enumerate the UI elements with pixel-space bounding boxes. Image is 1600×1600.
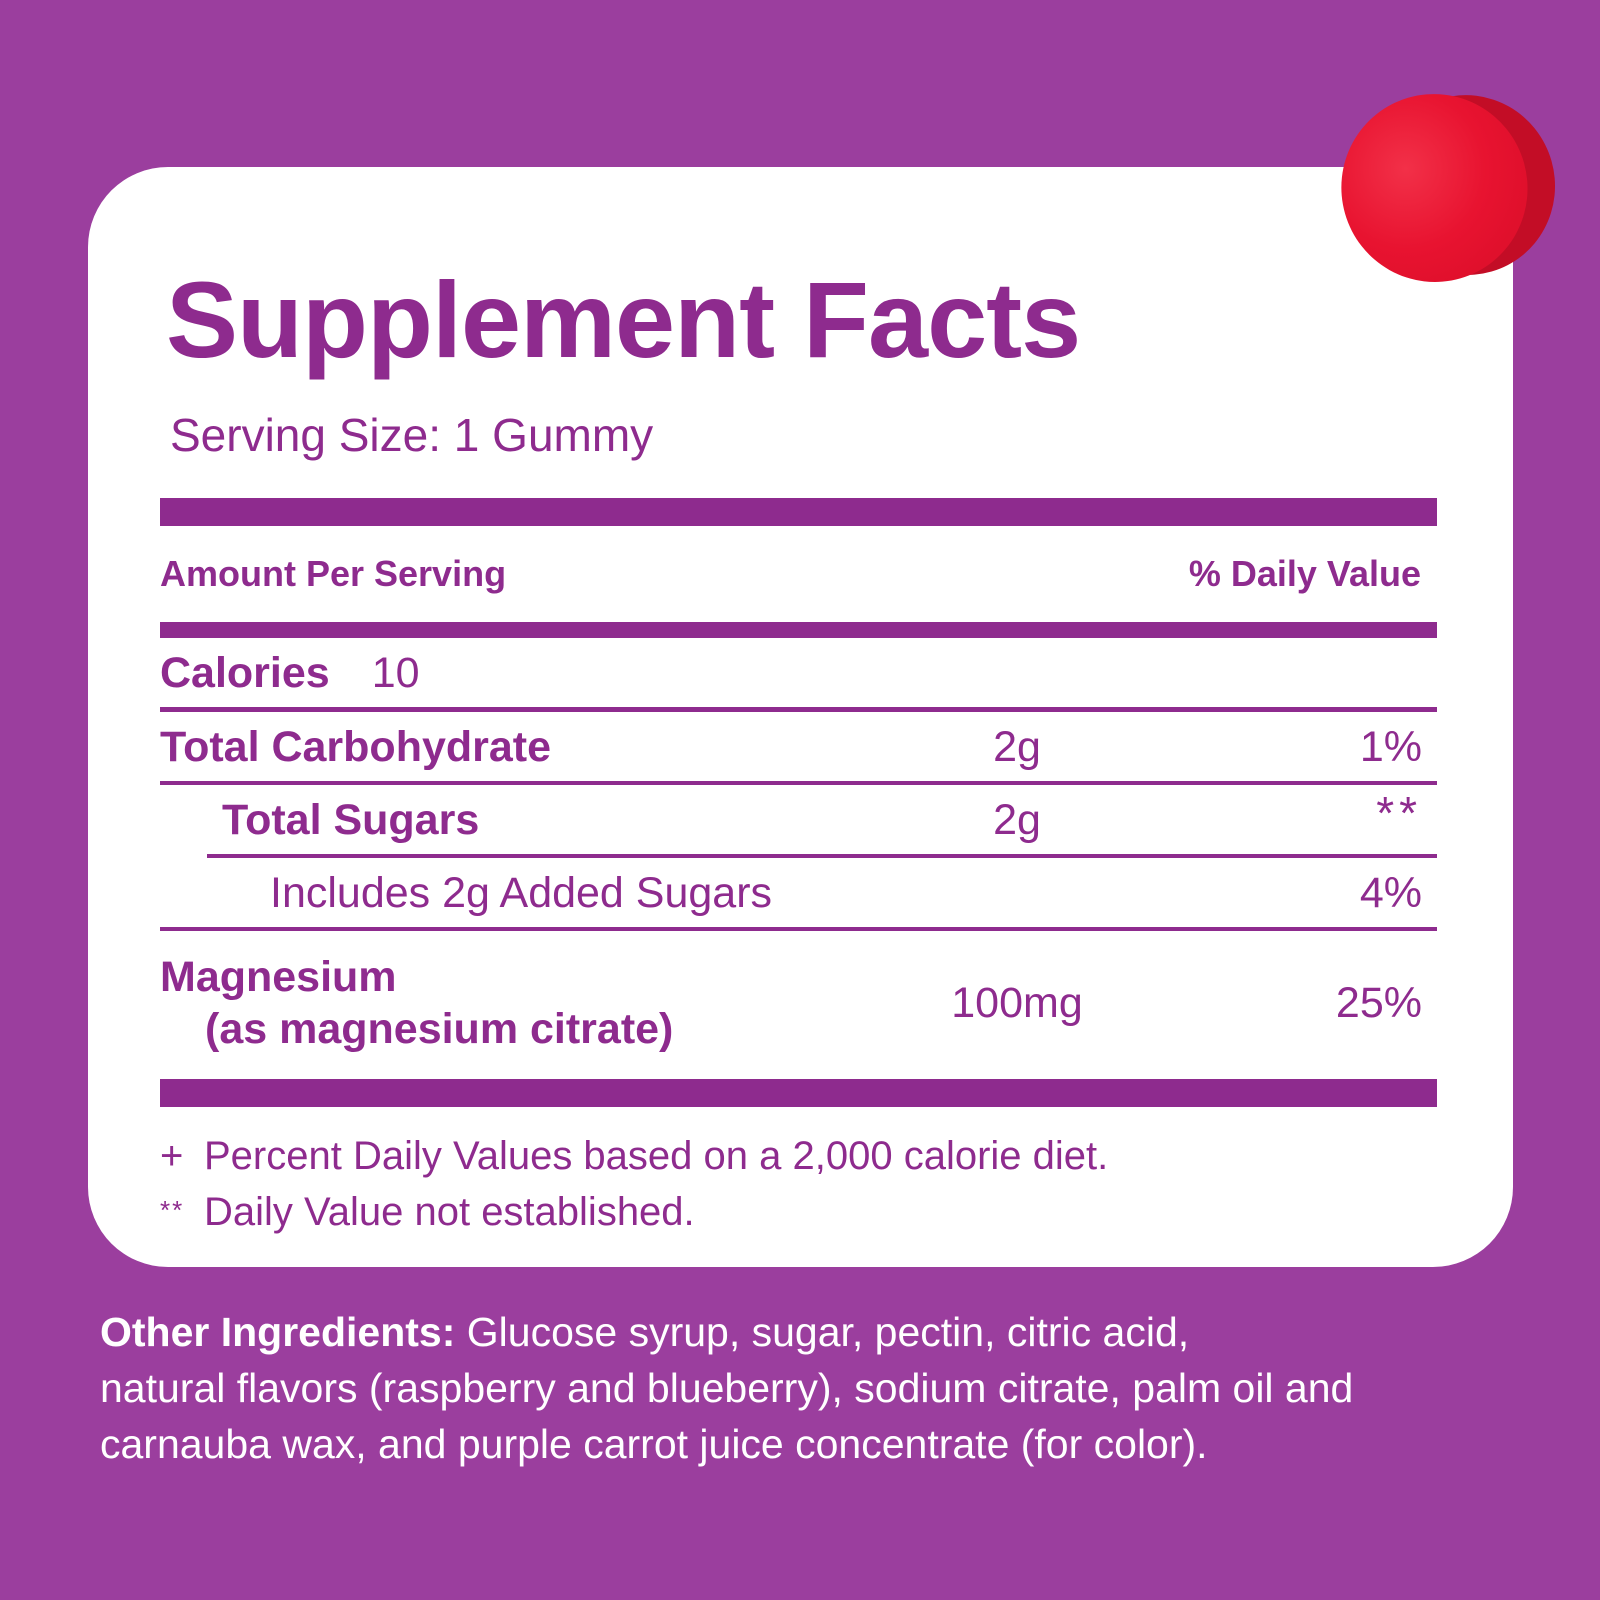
footnotes: + Percent Daily Values based on a 2,000 c… — [160, 1129, 1437, 1239]
divider-bar-top — [160, 498, 1437, 526]
total-carbohydrate-dv: 1% — [1359, 722, 1422, 771]
supplement-facts-title: Supplement Facts — [166, 259, 1081, 380]
total-carbohydrate-label: Total Carbohydrate — [160, 722, 552, 771]
footnote-not-established: ** Daily Value not established. — [160, 1183, 1437, 1239]
other-ingredients-line-1: Other Ingredients: Glucose syrup, sugar,… — [100, 1309, 1190, 1355]
total-carbohydrate-amount: 2g — [993, 722, 1041, 771]
magnesium-dv: 25% — [1335, 979, 1422, 1027]
divider-bar-header — [160, 622, 1437, 638]
red-gummy-image — [1341, 94, 1556, 282]
magnesium-source: (as magnesium citrate) — [205, 1005, 674, 1053]
plus-symbol: + — [160, 1134, 184, 1178]
footnote-daily-values: + Percent Daily Values based on a 2,000 c… — [160, 1129, 1437, 1183]
calories-row: Calories 10 — [160, 638, 1437, 712]
other-ingredients-label: Other Ingredients: — [100, 1309, 456, 1355]
daily-value-header: % Daily Value — [1188, 553, 1421, 594]
magnesium-label: Magnesium (as magnesium citrate) — [160, 951, 852, 1055]
added-sugars-row: Includes 2g Added Sugars 4% — [160, 858, 1437, 931]
amount-per-serving-header: Amount Per Serving — [160, 553, 507, 594]
total-sugars-label: Total Sugars — [222, 795, 480, 844]
magnesium-amount: 100mg — [951, 979, 1083, 1027]
calories-label: Calories 10 — [160, 648, 420, 697]
other-ingredients-line-3: carnauba wax, and purple carrot juice co… — [100, 1421, 1208, 1467]
added-sugars-label: Includes 2g Added Sugars — [270, 868, 773, 917]
total-carbohydrate-row: Total Carbohydrate 2g 1% — [160, 712, 1437, 785]
supplement-facts-card: Supplement Facts Serving Size: 1 Gummy A… — [88, 167, 1513, 1267]
double-asterisk-symbol: ** — [160, 1195, 185, 1225]
magnesium-row: Magnesium (as magnesium citrate) 100mg 2… — [160, 931, 1437, 1079]
other-ingredients: Other Ingredients: Glucose syrup, sugar,… — [100, 1304, 1400, 1472]
divider-bar-bottom — [160, 1079, 1437, 1107]
total-sugars-dv: ** — [1376, 786, 1422, 839]
added-sugars-dv: 4% — [1359, 868, 1422, 917]
other-ingredients-line-2: natural flavors (raspberry and blueberry… — [100, 1365, 1354, 1411]
calories-value: 10 — [371, 648, 420, 697]
total-sugars-row: Total Sugars 2g ** — [207, 785, 1437, 858]
serving-size-text: Serving Size: 1 Gummy — [170, 409, 654, 461]
facts-table: Amount Per Serving % Daily Value Calorie… — [160, 498, 1437, 1239]
total-sugars-amount: 2g — [993, 795, 1041, 844]
table-header-row: Amount Per Serving % Daily Value — [160, 526, 1437, 622]
